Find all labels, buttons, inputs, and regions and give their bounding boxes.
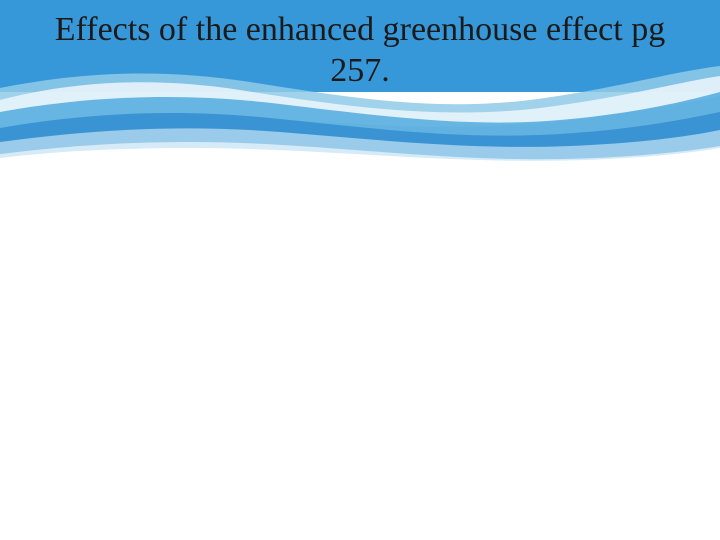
slide-title: Effects of the enhanced greenhouse effec… xyxy=(0,10,720,92)
slide-container: Effects of the enhanced greenhouse effec… xyxy=(0,0,720,540)
